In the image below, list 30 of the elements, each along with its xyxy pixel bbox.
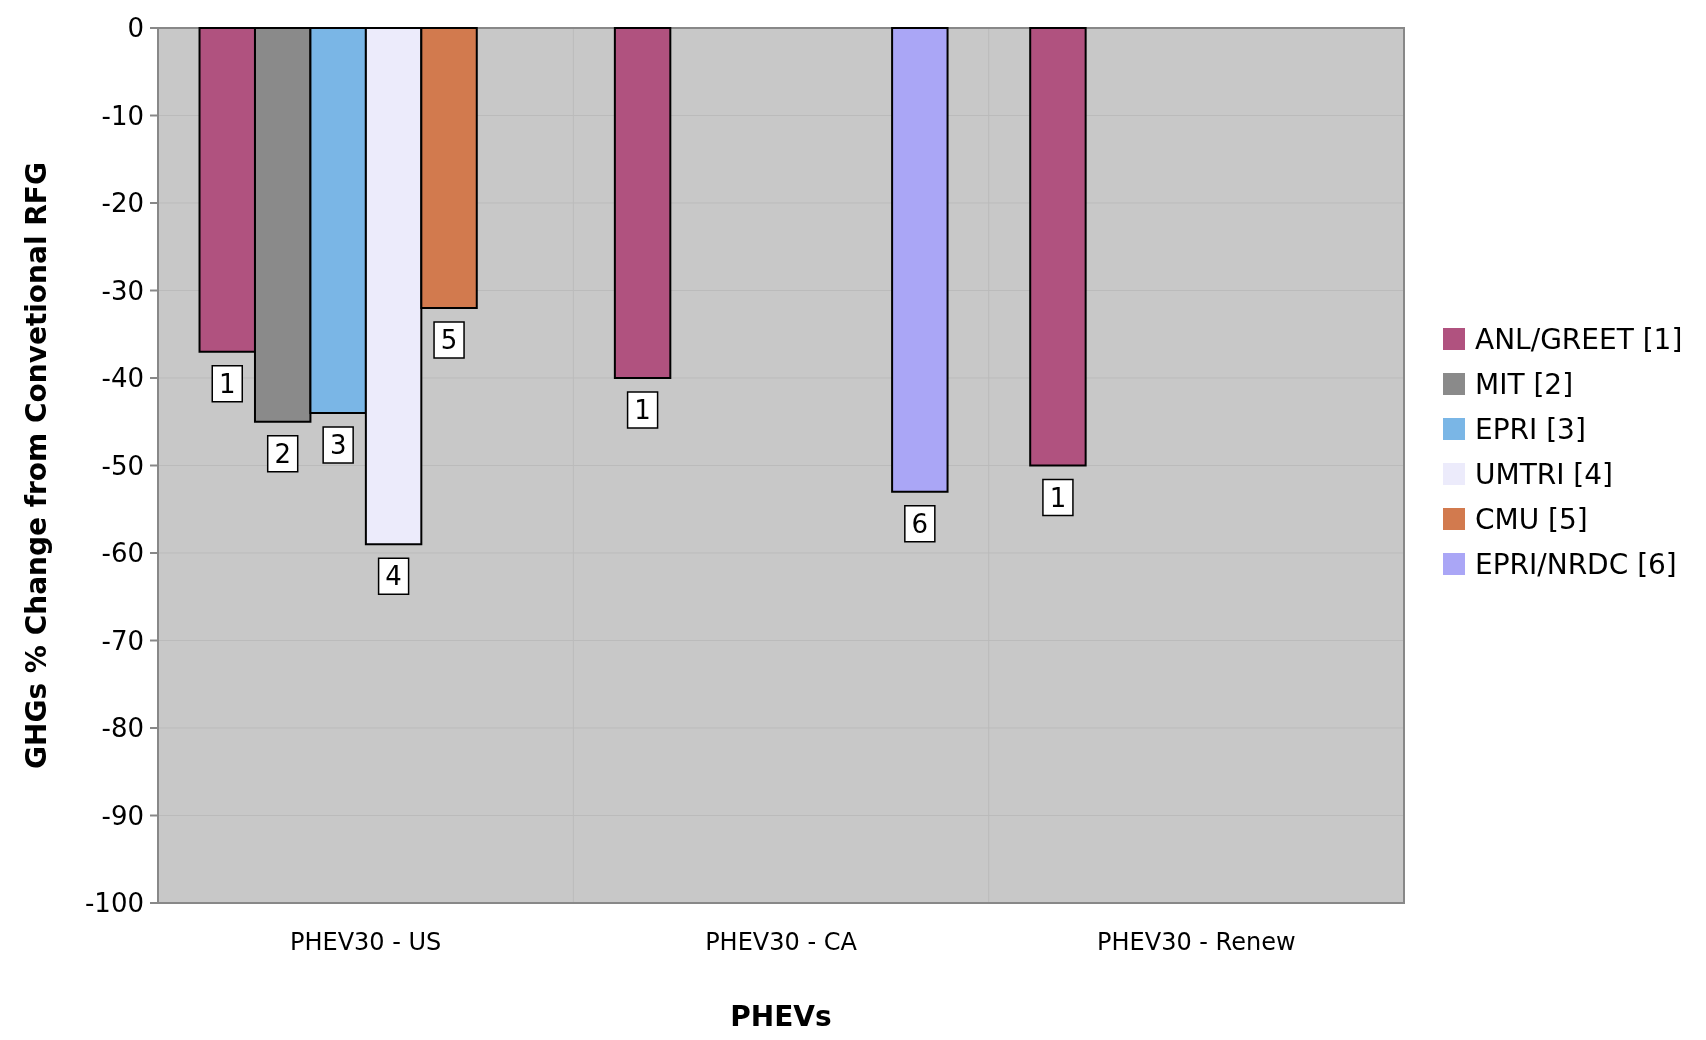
x-tick-label: PHEV30 - US <box>289 928 442 956</box>
y-axis-title: GHGs % Change from Convetional RFG <box>20 162 53 769</box>
legend-label: UMTRI [4] <box>1475 458 1614 491</box>
y-tick-label: -100 <box>84 888 144 918</box>
legend-label: MIT [2] <box>1475 368 1574 401</box>
annotation: 1 <box>634 395 651 425</box>
y-tick-label: -70 <box>101 625 144 656</box>
legend-label: EPRI [3] <box>1475 413 1586 446</box>
y-tick-label: -30 <box>101 275 144 306</box>
y-tick-label: -50 <box>101 450 144 481</box>
legend-label: CMU [5] <box>1475 503 1588 536</box>
legend-label: ANL/GREET [1] <box>1475 323 1683 356</box>
legend-label: EPRI/NRDC [6] <box>1475 548 1677 581</box>
y-tick-label: -40 <box>101 363 144 393</box>
x-tick-label: PHEV30 - Renew <box>1097 928 1296 956</box>
y-tick-label: -80 <box>101 713 144 743</box>
y-tick-label: -10 <box>101 100 144 131</box>
annotation: 1 <box>218 368 236 399</box>
x-tick-label: PHEV30 - CA <box>705 928 858 956</box>
annotation: 3 <box>329 430 347 460</box>
annotation: 6 <box>911 508 929 539</box>
annotation: 1 <box>1049 482 1067 513</box>
y-tick-label: 0 <box>127 13 144 43</box>
y-tick-label: -20 <box>101 188 144 218</box>
x-axis-title: PHEVs <box>730 1000 832 1033</box>
annotation: 2 <box>274 438 291 469</box>
y-tick-label: -90 <box>101 800 144 831</box>
annotation: 5 <box>440 325 458 355</box>
y-tick-label: -60 <box>101 538 144 568</box>
annotation: 4 <box>385 561 402 592</box>
